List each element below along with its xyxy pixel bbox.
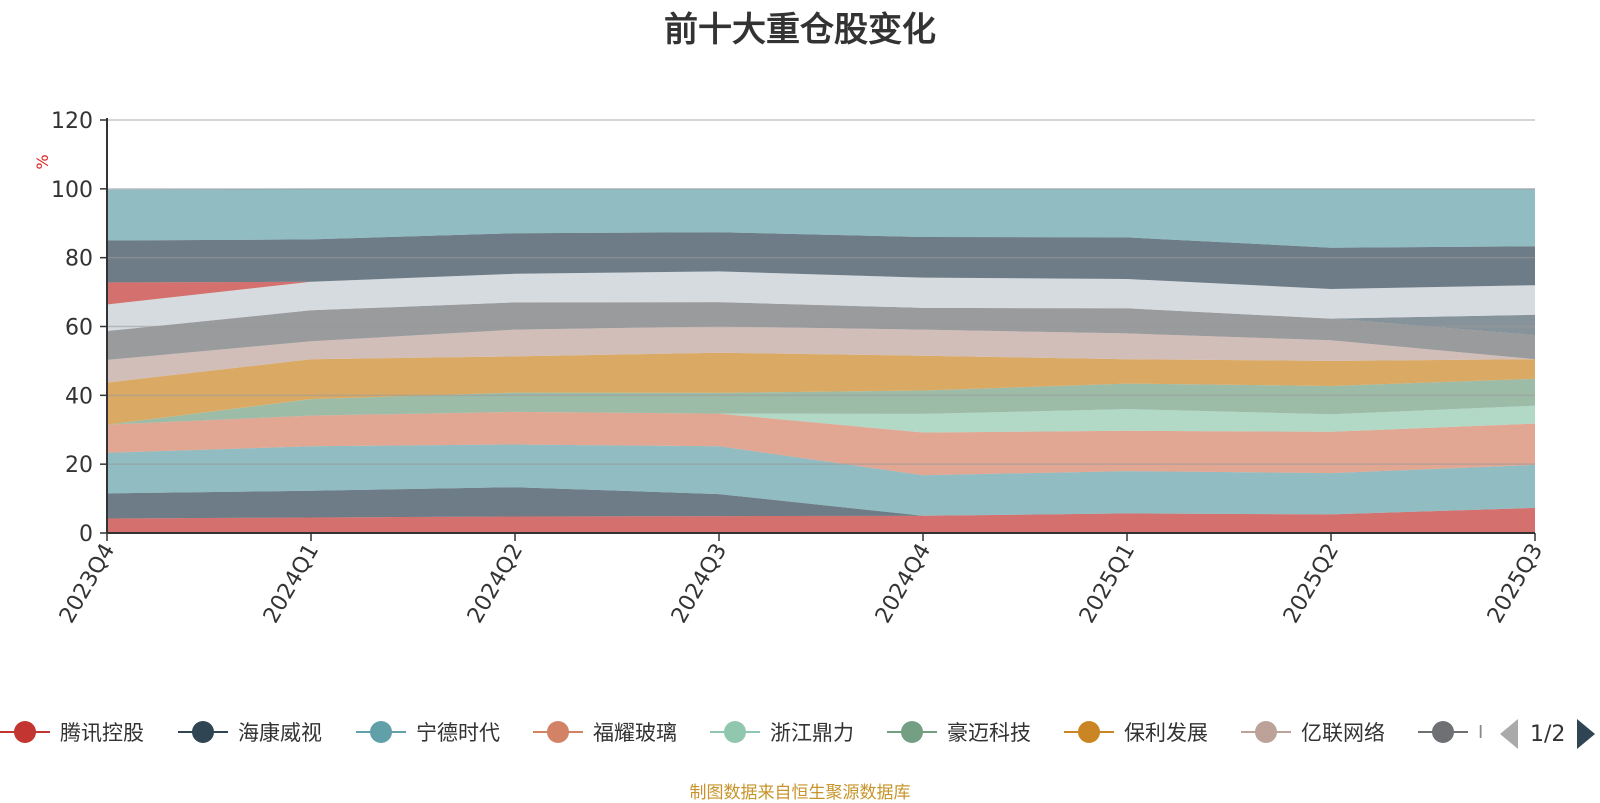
legend-item[interactable]: 福耀玻璃 (533, 712, 677, 752)
area-series-14 (107, 188, 1535, 248)
legend-marker-icon (533, 712, 583, 752)
y-tick-label: 100 (51, 178, 93, 203)
x-tick-label: 2024Q3 (667, 540, 732, 628)
area-series-4 (107, 411, 1535, 476)
legend: 腾讯控股 海康威视 宁德时代 福耀玻璃 浙江鼎力 豪迈科技 保利发展 亿联网络 I (0, 712, 1600, 752)
area-series-11 (107, 271, 1535, 331)
y-tick-label: 20 (65, 453, 93, 478)
chart-title: 前十大重仓股变化 (664, 10, 936, 50)
legend-item[interactable]: 保利发展 (1064, 712, 1208, 752)
legend-marker-icon (0, 712, 50, 752)
area-series-9 (107, 302, 1535, 360)
legend-label: 浙江鼎力 (770, 721, 854, 745)
legend-marker-icon (710, 712, 760, 752)
legend-item[interactable]: 宁德时代 (356, 712, 500, 752)
x-tick-label: 2024Q1 (259, 540, 324, 628)
area-series-8 (107, 326, 1535, 383)
x-tick-label: 2025Q1 (1075, 540, 1140, 628)
legend-label: 亿联网络 (1301, 721, 1385, 745)
legend-item[interactable]: 亿联网络 (1241, 712, 1385, 752)
legend-label: 保利发展 (1124, 721, 1208, 745)
legend-label: 豪迈科技 (947, 721, 1031, 745)
x-tick-label: 2025Q3 (1483, 540, 1548, 628)
legend-pager: 1/2 (1500, 716, 1596, 752)
legend-label: 宁德时代 (416, 721, 500, 745)
legend-marker-icon (178, 712, 228, 752)
source-note: 制图数据来自恒生聚源数据库 (689, 783, 911, 803)
x-tick-label: 2025Q2 (1279, 540, 1344, 628)
y-tick-label: 40 (65, 384, 93, 409)
area-series-1 (107, 507, 1535, 533)
legend-page-indicator: 1/2 (1530, 721, 1566, 747)
legend-label: I (1478, 721, 1484, 743)
legend-item[interactable]: I (1418, 712, 1483, 752)
stacked-area-chart: 0 20 40 60 80 100 120% 2023Q4 2024Q1 2024Q2 2024Q3… (33, 109, 1548, 628)
y-tick-label: 80 (65, 247, 93, 272)
legend-marker-icon (1418, 712, 1468, 752)
area-series-2 (107, 487, 1535, 519)
x-tick-label: 2023Q4 (55, 540, 120, 628)
legend-marker-icon (887, 712, 937, 752)
area-series-6 (107, 378, 1535, 425)
x-tick-label: 2024Q4 (871, 540, 936, 628)
y-axis-unit-label: % (33, 154, 52, 169)
legend-marker-icon (356, 712, 406, 752)
legend-item[interactable]: 腾讯控股 (0, 712, 144, 752)
legend-item[interactable]: 浙江鼎力 (710, 712, 854, 752)
legend-item[interactable]: 豪迈科技 (887, 712, 1031, 752)
legend-next-page-button[interactable] (1577, 719, 1596, 749)
area-series-5 (107, 405, 1535, 433)
area-series-7 (107, 352, 1535, 425)
y-tick-label: 120 (51, 109, 93, 134)
legend-prev-page-button[interactable] (1500, 719, 1518, 749)
y-tick-label: 0 (79, 522, 93, 547)
legend-label: 腾讯控股 (60, 721, 144, 745)
y-tick-label: 60 (65, 316, 93, 341)
x-tick-label: 2024Q2 (463, 540, 528, 628)
area-series-13 (107, 232, 1535, 289)
legend-marker-icon (1241, 712, 1291, 752)
legend-item[interactable]: 海康威视 (178, 712, 322, 752)
area-series-3 (107, 444, 1535, 516)
legend-label: 海康威视 (238, 721, 322, 745)
legend-marker-icon (1064, 712, 1114, 752)
legend-label: 福耀玻璃 (593, 721, 677, 745)
